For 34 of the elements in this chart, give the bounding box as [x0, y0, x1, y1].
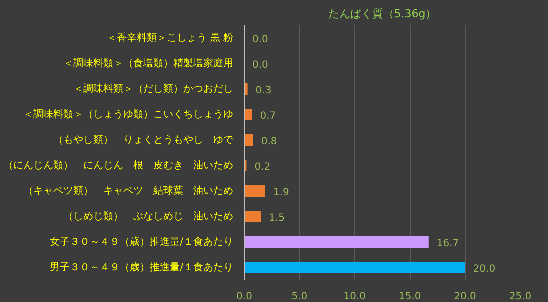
data-label: 16.7 [436, 238, 460, 250]
bar [244, 109, 252, 120]
y-tick-label: 男子３０～４９（歳）推進量/１食あたり [50, 261, 234, 274]
data-label: 0.8 [261, 136, 278, 148]
bar [244, 84, 248, 95]
data-label: 0.2 [254, 162, 271, 173]
y-tick-label: （しめじ類） ぶなしめじ 油いため [64, 210, 234, 222]
x-tick-label: 20.0 [454, 292, 476, 302]
bar [244, 134, 254, 146]
data-label: 0.0 [252, 34, 268, 46]
y-tick-label: （もやし類） りょくとうもやし ゆで [54, 134, 234, 146]
x-tick-label: 0.0 [236, 292, 252, 302]
bar [244, 262, 466, 274]
y-tick-label: ＜香辛料類＞こしょう 黒 粉 [107, 32, 234, 44]
data-label: 20.0 [473, 264, 496, 275]
data-label: 0.0 [252, 60, 268, 71]
x-tick-label: 10.0 [344, 292, 366, 302]
data-label: 0.3 [256, 85, 272, 96]
y-tick-label: 女子３０～４９（歳）推進量/１食あたり [50, 236, 234, 248]
y-tick-label: ＜調味料類＞（だし類）かつおだし [74, 82, 234, 95]
y-tick-label: （にんじん類） にんじん 根 皮むき 油いため [4, 159, 234, 172]
data-label: 1.5 [269, 212, 285, 224]
data-label: 0.7 [260, 110, 276, 122]
y-tick-label: ＜調味料類＞（食塩類）精製塩家庭用 [64, 57, 234, 70]
x-tick-label: 5.0 [292, 292, 308, 302]
data-label: 1.9 [273, 187, 290, 198]
x-tick-label: 25.0 [509, 292, 532, 302]
x-tick-label: 15.0 [398, 292, 422, 302]
y-tick-label: ＜調味料類＞（しょうゆ類）こいくちしょうゆ [24, 108, 234, 120]
bar [244, 211, 262, 222]
bar [244, 236, 429, 248]
y-tick-label: （キャベツ類） キャベツ 結球葉 油いため [24, 184, 234, 197]
chart-title: たんぱく質（5.36g） [328, 8, 437, 20]
bar [244, 186, 266, 197]
